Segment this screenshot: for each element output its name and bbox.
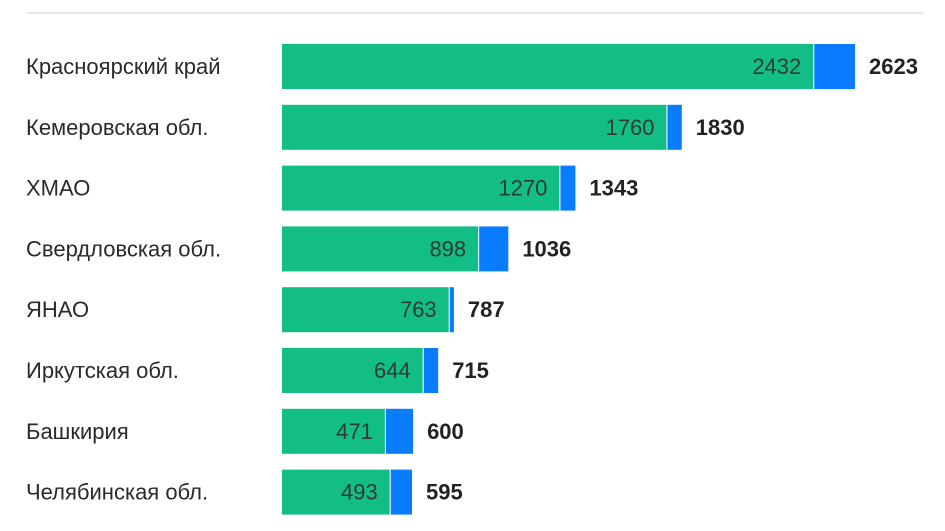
bar-row: ХМАО 1270 1343 bbox=[26, 165, 638, 211]
bar-segment-primary bbox=[282, 226, 479, 272]
total-value-label: 2623 bbox=[869, 54, 918, 79]
bar-segment-secondary bbox=[423, 348, 439, 393]
segment-value-label: 1270 bbox=[498, 176, 547, 201]
bar-row: ЯНАО 763 787 bbox=[26, 287, 505, 333]
bar-segment-secondary bbox=[667, 104, 682, 150]
bar-segment-secondary bbox=[449, 287, 454, 333]
segment-value-label: 2432 bbox=[752, 54, 801, 79]
total-value-label: 595 bbox=[426, 480, 463, 505]
bar-segment-primary bbox=[282, 104, 667, 150]
bar-segment-primary bbox=[282, 348, 423, 393]
bar-segment-secondary bbox=[390, 469, 412, 515]
segment-value-label: 644 bbox=[374, 358, 411, 383]
category-label: Иркутская обл. bbox=[26, 358, 179, 383]
segment-value-label: 763 bbox=[400, 297, 437, 322]
bar-segment-secondary bbox=[479, 226, 509, 272]
category-label: Башкирия bbox=[26, 419, 129, 444]
bar-segment-secondary bbox=[814, 44, 855, 89]
category-label: ЯНАО bbox=[26, 297, 89, 322]
bar-segment-secondary bbox=[560, 165, 576, 211]
bar-row: Кемеровская обл. 1760 1830 bbox=[26, 104, 745, 150]
bar-segment-primary bbox=[282, 287, 449, 333]
bar-row: Свердловская обл. 898 1036 bbox=[26, 226, 571, 272]
segment-value-label: 1760 bbox=[606, 115, 655, 140]
total-value-label: 787 bbox=[468, 297, 505, 322]
segment-value-label: 898 bbox=[429, 236, 466, 261]
total-value-label: 1343 bbox=[589, 176, 638, 201]
category-label: Кемеровская обл. bbox=[26, 115, 209, 140]
total-value-label: 600 bbox=[427, 419, 464, 444]
bar-segment-primary bbox=[282, 408, 385, 454]
bar-segment-primary bbox=[282, 44, 814, 89]
bar-row: Челябинская обл. 493 595 bbox=[26, 469, 463, 515]
category-label: ХМАО bbox=[26, 176, 90, 201]
category-label: Челябинская обл. bbox=[26, 480, 208, 505]
total-value-label: 715 bbox=[452, 358, 489, 383]
bar-row: Башкирия 471 600 bbox=[26, 408, 464, 454]
bar-row: Иркутская обл. 644 715 bbox=[26, 348, 489, 393]
total-value-label: 1036 bbox=[522, 236, 571, 261]
segment-value-label: 471 bbox=[336, 419, 373, 444]
bar-segment-primary bbox=[282, 469, 390, 515]
bar-row: Красноярский край 2432 2623 bbox=[26, 44, 918, 89]
bar-segment-secondary bbox=[385, 408, 414, 454]
bar-segment-primary bbox=[282, 165, 560, 211]
category-label: Свердловская обл. bbox=[26, 236, 221, 261]
segment-value-label: 493 bbox=[341, 480, 378, 505]
total-value-label: 1830 bbox=[696, 115, 745, 140]
category-label: Красноярский край bbox=[26, 54, 221, 79]
